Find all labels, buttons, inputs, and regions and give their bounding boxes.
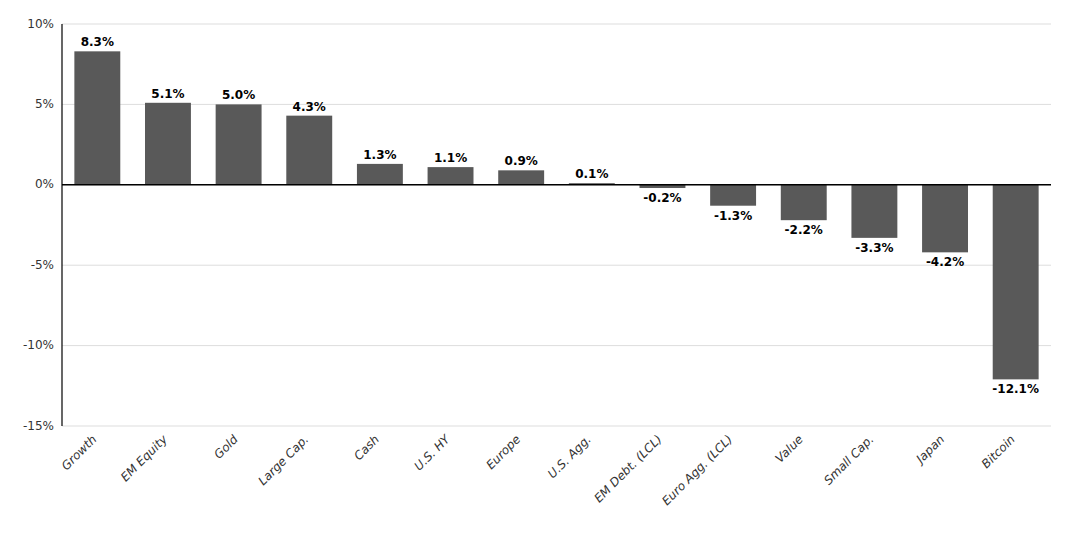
x-tick-label: U.S. HY [412,431,454,473]
data-label: 0.9% [505,154,538,168]
y-tick-label: -10% [23,338,54,352]
zero-line [62,184,1051,186]
bar [851,185,897,238]
bar [74,51,120,184]
x-tick-label: Japan [912,432,947,467]
x-tick-label: Growth [59,432,100,473]
y-axis-line [61,24,62,426]
grid-line [62,265,1051,266]
x-tick-label: Euro Agg. (LCL) [659,432,735,508]
data-label: 5.1% [151,87,184,101]
x-tick-label: EM Debt. (LCL) [591,432,664,505]
page: {"chart_data": {"type": "bar", "categori… [0,0,1071,544]
data-label: 4.3% [293,100,326,114]
data-label: -2.2% [785,223,823,237]
data-label: 1.3% [363,148,396,162]
bars [74,51,1038,379]
grid-line [62,104,1051,105]
data-label: 1.1% [434,151,467,165]
y-tick-label: -5% [31,258,54,272]
grid-line [62,24,1051,25]
bar [993,185,1039,380]
x-tick-label: Bitcoin [979,432,1018,471]
x-tick-label: U.S. Agg. [545,432,594,481]
bar [781,185,827,220]
x-tick-label: EM Equity [118,432,171,485]
data-label: 0.1% [575,167,608,181]
bar [428,167,474,185]
data-label: -12.1% [992,382,1039,396]
grid [62,24,1051,426]
data-label: -4.2% [926,255,964,269]
x-tick-label: Large Cap. [256,432,312,488]
bar [922,185,968,253]
grid-line [62,426,1051,427]
x-tick-label: Cash [351,432,382,463]
y-tick-label: -15% [23,419,54,433]
data-label: -1.3% [714,209,752,223]
bar [286,116,332,185]
x-tick-label: Europe [483,432,523,472]
y-tick-label: 0% [35,177,54,191]
bar [216,104,262,184]
bar [145,103,191,185]
data-label: 5.0% [222,88,255,102]
data-label: 8.3% [81,35,114,49]
grid-line [62,184,1051,185]
bar [498,170,544,184]
y-tick-label: 5% [35,97,54,111]
data-label: -3.3% [855,241,893,255]
chart: -15% -10% -5% 0% 5% 10% 8.3% 5.1% 5.0% 4.3% 1.3% 1.… [0,0,1071,544]
y-tick-label: 10% [27,17,54,31]
x-tick-label: Gold [211,432,241,462]
data-label: -0.2% [643,191,681,205]
grid-line [62,345,1051,346]
x-tick-label: Small Cap. [821,432,876,487]
chart-container: -15% -10% -5% 0% 5% 10% 8.3% 5.1% 5.0% 4.3% 1.3% 1.… [0,0,1071,544]
x-tick-label: Value [773,432,806,465]
bar [357,164,403,185]
bar [710,185,756,206]
